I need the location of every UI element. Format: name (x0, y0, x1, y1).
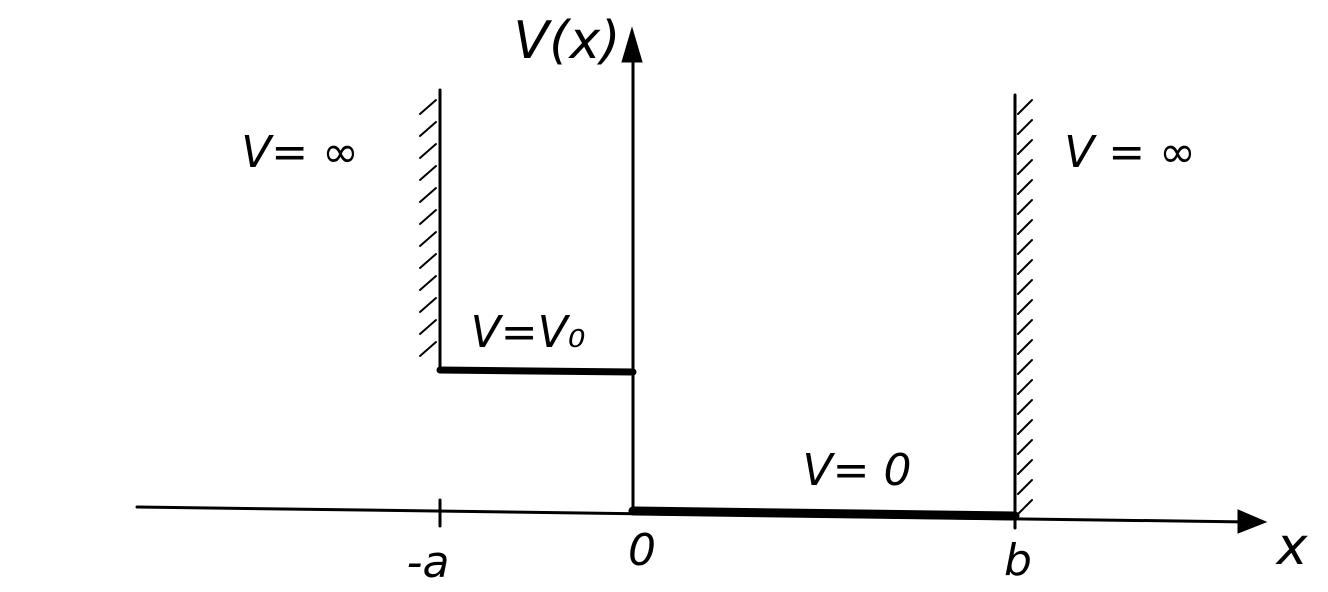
tick-label: 0 (628, 525, 656, 576)
region-label: V= 0 (803, 445, 912, 496)
hatch-line (1017, 119, 1033, 135)
hatch-line (1017, 339, 1033, 355)
region-label: V= ∞ (241, 127, 359, 178)
hatch-line (419, 99, 437, 115)
hatch-line (419, 341, 437, 357)
tick-label: -a (407, 537, 450, 588)
hatch-line (419, 187, 437, 203)
well-bottom (628, 506, 1020, 521)
hatch-line (1017, 219, 1033, 235)
hatch-line (1017, 99, 1033, 115)
hatch-line (1017, 299, 1033, 315)
hatch-line (1017, 399, 1033, 415)
hatch-line (1017, 279, 1033, 295)
hatch-line (1017, 359, 1033, 375)
hatch-line (1017, 319, 1033, 335)
hatch-line (1017, 419, 1033, 435)
hatch-line (419, 165, 437, 181)
hatch-line (1017, 439, 1033, 455)
hatch-line (419, 275, 437, 291)
hatch-line (1017, 479, 1033, 495)
hatch-line (1017, 179, 1033, 195)
hatch-line (1017, 159, 1033, 175)
hatch-line (419, 253, 437, 269)
hatch-line (419, 121, 437, 137)
region-label: V = ∞ (1064, 127, 1196, 178)
hatch-line (419, 209, 437, 225)
hatch-line (1017, 459, 1033, 475)
x-axis-arrow (1237, 509, 1268, 534)
hatch-line (1017, 499, 1033, 515)
step-potential (436, 366, 637, 376)
hatch-line (419, 143, 437, 159)
hatch-line (419, 231, 437, 247)
hatch-line (1017, 259, 1033, 275)
y-axis-label: V(x) (514, 11, 621, 71)
tick-label: b (1004, 535, 1032, 586)
hatch-line (419, 319, 437, 335)
x-axis-label: x (1275, 517, 1309, 577)
hatch-line (1017, 139, 1033, 155)
hatch-line (1017, 199, 1033, 215)
hatch-line (419, 297, 437, 313)
region-label: V=V₀ (471, 307, 586, 358)
wall-hatching (419, 99, 1033, 515)
hatch-line (1017, 239, 1033, 255)
hatch-line (1017, 379, 1033, 395)
y-axis-arrow (621, 26, 643, 63)
